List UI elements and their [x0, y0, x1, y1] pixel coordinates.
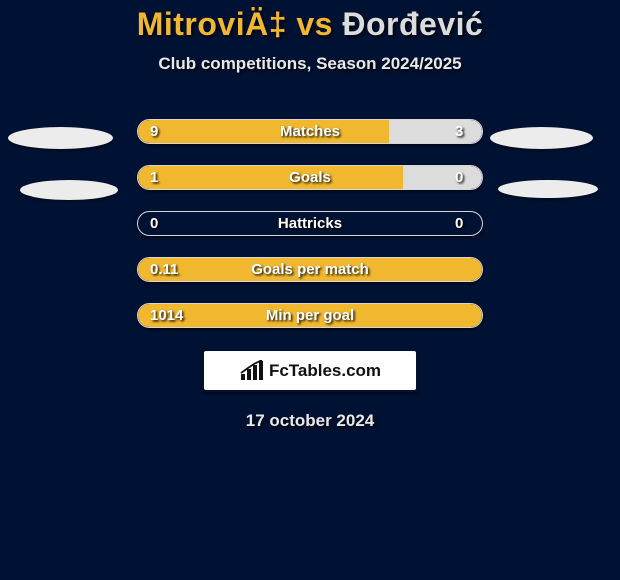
- stat-bar-track: [137, 211, 483, 236]
- player2-bar: [389, 120, 482, 143]
- stat-row: 1014Min per goal: [0, 303, 620, 328]
- player2-value: 3: [455, 119, 463, 144]
- snapshot-date: 17 october 2024: [0, 411, 620, 431]
- player2-value: 0: [455, 211, 463, 236]
- player1-value: 0: [150, 211, 158, 236]
- player-ellipse: [490, 127, 593, 149]
- player-ellipse: [8, 127, 113, 149]
- player2-name: Đorđević: [342, 6, 483, 42]
- player-ellipse: [498, 180, 598, 198]
- comparison-chart: 93Matches10Goals00Hattricks0.11Goals per…: [0, 119, 620, 328]
- player1-bar: [138, 166, 403, 189]
- player1-bar: [138, 120, 389, 143]
- player1-value: 9: [150, 119, 158, 144]
- player-ellipse: [20, 180, 118, 200]
- stat-row: 0.11Goals per match: [0, 257, 620, 282]
- stat-bar-track: [137, 257, 483, 282]
- player1-bar: [138, 304, 482, 327]
- player1-name: MitroviÄ‡: [137, 6, 287, 42]
- stat-bar-track: [137, 165, 483, 190]
- logo-text: FcTables.com: [269, 361, 381, 381]
- bar-chart-icon: [239, 360, 265, 382]
- player1-value: 0.11: [150, 257, 178, 282]
- fctables-logo: FcTables.com: [202, 349, 418, 392]
- stat-bar-track: [137, 119, 483, 144]
- stat-row: 00Hattricks: [0, 211, 620, 236]
- player2-value: 0: [455, 165, 463, 190]
- player1-value: 1014: [150, 303, 183, 328]
- comparison-title: MitroviÄ‡ vs Đorđević: [0, 0, 620, 43]
- player2-bar: [403, 166, 482, 189]
- player1-bar: [138, 258, 482, 281]
- player1-value: 1: [150, 165, 158, 190]
- vs-text: vs: [287, 6, 342, 42]
- subtitle: Club competitions, Season 2024/2025: [0, 54, 620, 74]
- stat-bar-track: [137, 303, 483, 328]
